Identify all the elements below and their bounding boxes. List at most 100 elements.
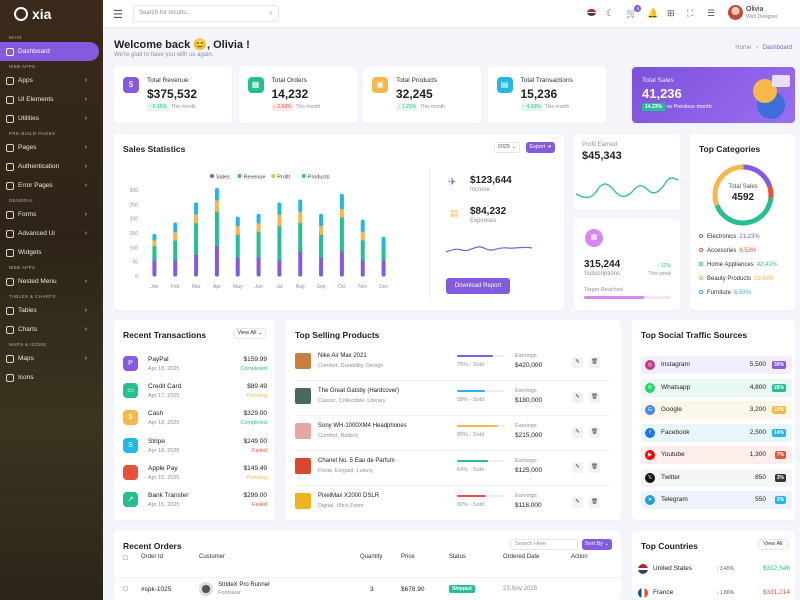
- sidebar-item-icons[interactable]: Icons: [0, 368, 103, 387]
- sidebar-item-label: Tables: [18, 307, 37, 314]
- table-row[interactable]: Sony WH-1000XM4 Headphones Comfort, Batte…: [295, 416, 609, 451]
- order-date: 23,Nov 2025: [503, 586, 538, 592]
- sidebar-item-utilities[interactable]: Utilities ›: [0, 109, 103, 128]
- table-row[interactable]: #spk-1025 StrideX Pro Runner Footwear 3 …: [114, 577, 621, 597]
- donut-center-label: Total Sales: [728, 184, 758, 190]
- sidebar-item-label: UI Elements: [18, 96, 54, 103]
- sidebar-item-tables[interactable]: Tables ›: [0, 301, 103, 320]
- sidebar-item-charts[interactable]: Charts ›: [0, 320, 103, 339]
- trash-icon[interactable]: 🗑: [589, 357, 600, 368]
- list-item[interactable]: Apple Pay Apr 15, 2025 $149.49 Pending: [123, 462, 267, 489]
- income-icon: ✈: [448, 177, 457, 188]
- sidebar-item-error-pages[interactable]: Error Pages ›: [0, 176, 103, 195]
- hamburger-icon[interactable]: ☰: [113, 9, 123, 21]
- social-item-google[interactable]: G Google 3,200 18%: [641, 401, 792, 419]
- laptop-illustration: [772, 75, 790, 87]
- search-input[interactable]: Search for results... ⌕: [133, 5, 279, 22]
- category-name: Home Appliances: [707, 262, 754, 268]
- user-name[interactable]: Olivia: [746, 6, 764, 13]
- sidebar-item-advanced-ui[interactable]: Advanced Ui ›: [0, 224, 103, 243]
- list-item[interactable]: P PayPal Apr 18, 2025 $159.99 Completed: [123, 353, 267, 380]
- social-pct-badge: 7%: [774, 451, 786, 459]
- sort-by-button[interactable]: Sort By ⌄: [582, 539, 612, 550]
- table-row[interactable]: Nike Air Max 2021 Comfort, Durability, De…: [295, 346, 609, 381]
- countries-view-all-button[interactable]: View All: [758, 539, 788, 550]
- category-item: Beauty Products 29.84%: [699, 276, 774, 282]
- sidebar-item-dashboard[interactable]: Dashboard: [0, 42, 99, 61]
- stat-icon: ▤: [496, 77, 513, 93]
- sidebar-item-maps[interactable]: Maps ›: [0, 349, 103, 368]
- settings-icon[interactable]: ☰: [707, 8, 716, 18]
- profit-label: Profit Earned: [582, 142, 618, 148]
- social-item-telegram[interactable]: ➤ Telegram 550 2%: [641, 491, 792, 509]
- social-item-twitter[interactable]: 𝕏 Twitter 850 3%: [641, 468, 792, 487]
- social-item-instagram[interactable]: ◎ Instagram 5,500 30%: [641, 356, 792, 374]
- sidebar-item-apps[interactable]: Apps ›: [0, 71, 103, 90]
- top-countries-card: Top Countries View All United States ↑ 3.…: [632, 531, 795, 600]
- trash-icon[interactable]: 🗑: [589, 392, 600, 403]
- list-item[interactable]: ▭ Credit Card Apr 17, 2025 $89.49 Pending: [123, 380, 267, 407]
- sales-statistics-title: Sales Statistics: [123, 144, 186, 154]
- export-button[interactable]: Export ➜: [526, 142, 555, 153]
- legend-dot: [210, 174, 214, 178]
- product-name: Sony WH-1000XM4 Headphones: [318, 423, 407, 429]
- country-item[interactable]: United States ↑ 3.45% $312,546: [638, 562, 790, 578]
- view-all-button[interactable]: View All ⌄: [234, 328, 266, 339]
- us-flag-icon[interactable]: [587, 9, 596, 16]
- table-row[interactable]: The Great Gatsby (Hardcover) Classic, Col…: [295, 381, 609, 416]
- total-sales-value: 41,236: [642, 86, 682, 101]
- target-label: Target Reached: [584, 287, 623, 293]
- trash-icon[interactable]: 🗑: [589, 462, 600, 473]
- cart-icon[interactable]: 🛒 4: [626, 5, 642, 19]
- expense-icon: ▤: [450, 208, 459, 218]
- edit-icon[interactable]: ✎: [572, 392, 583, 403]
- year-select[interactable]: 2025 ⌄: [494, 142, 520, 153]
- sidebar-item-ui-elements[interactable]: UI Elements ›: [0, 90, 103, 109]
- sidebar-item-authentication[interactable]: Authentication ›: [0, 157, 103, 176]
- earnings-value: $180,000: [515, 397, 543, 404]
- brand-logo[interactable]: xia: [0, 0, 103, 28]
- product-thumb: [295, 423, 311, 439]
- country-change: ↓ 1.86%: [716, 590, 735, 596]
- sidebar-item-nested-menu[interactable]: Nested Menu ›: [0, 272, 103, 291]
- search-icon[interactable]: ⌕: [269, 10, 273, 17]
- transaction-name: Stripe: [148, 437, 165, 445]
- topbar: ☰ Search for results... ⌕ ☾ 🛒 4 🔔 ⊞ ⛶ ☰ Ol…: [103, 0, 800, 28]
- social-item-youtube[interactable]: ▶ Youtube 1,300 7%: [641, 446, 792, 464]
- apps-icon[interactable]: ⊞: [667, 8, 675, 18]
- table-row[interactable]: PixelMax X2000 DSLR Digital, Ultra Zoom 60…: [295, 486, 609, 521]
- trash-icon[interactable]: 🗑: [589, 497, 600, 508]
- edit-icon[interactable]: ✎: [572, 462, 583, 473]
- table-row[interactable]: Chanel No. 5 Eau de Parfum Floral, Elegan…: [295, 451, 609, 486]
- orders-search-input[interactable]: Search Here: [510, 539, 578, 550]
- breadcrumb-home[interactable]: Home: [735, 45, 752, 51]
- list-item[interactable]: S Stripe Apr 18, 2025 $249.00 Failed: [123, 435, 267, 462]
- home-icon: [6, 47, 14, 56]
- lock-icon: [6, 162, 14, 171]
- y-tick-label: 50: [132, 260, 138, 266]
- edit-icon[interactable]: ✎: [572, 497, 583, 508]
- sidebar-item-pages[interactable]: Pages ›: [0, 138, 103, 157]
- row-checkbox[interactable]: [123, 586, 128, 591]
- social-item-facebook[interactable]: f Facebook 2,500 14%: [641, 423, 792, 442]
- download-report-button[interactable]: Download Report: [446, 278, 510, 294]
- trash-icon[interactable]: 🗑: [589, 427, 600, 438]
- sidebar-item-widgets[interactable]: Widgets: [0, 243, 103, 262]
- list-item[interactable]: $ Cash Apr 18, 2025 $329.00 Completed: [123, 407, 267, 434]
- avatar[interactable]: [728, 5, 743, 20]
- sidebar-item-forms[interactable]: Forms ›: [0, 205, 103, 224]
- bell-icon[interactable]: 🔔: [647, 8, 659, 18]
- social-item-whatsapp[interactable]: ✆ Whatsapp 4,800 26%: [641, 378, 792, 397]
- fullscreen-icon[interactable]: ⛶: [687, 8, 694, 18]
- country-value: $331,214: [762, 589, 790, 596]
- edit-icon[interactable]: ✎: [572, 357, 583, 368]
- header-checkbox[interactable]: [123, 555, 128, 560]
- legend-dot: [271, 174, 276, 178]
- edit-icon[interactable]: ✎: [572, 427, 583, 438]
- stat-period: This month: [420, 104, 445, 110]
- moon-icon[interactable]: ☾: [606, 8, 615, 18]
- country-item[interactable]: France ↓ 1.86% $331,214: [638, 586, 790, 600]
- social-pct-badge: 30%: [771, 361, 786, 369]
- product-name: Chanel No. 5 Eau de Parfum: [318, 458, 395, 464]
- list-item[interactable]: ↗ Bank Transfer Apr 15, 2025 $299.00 Failed: [123, 489, 267, 516]
